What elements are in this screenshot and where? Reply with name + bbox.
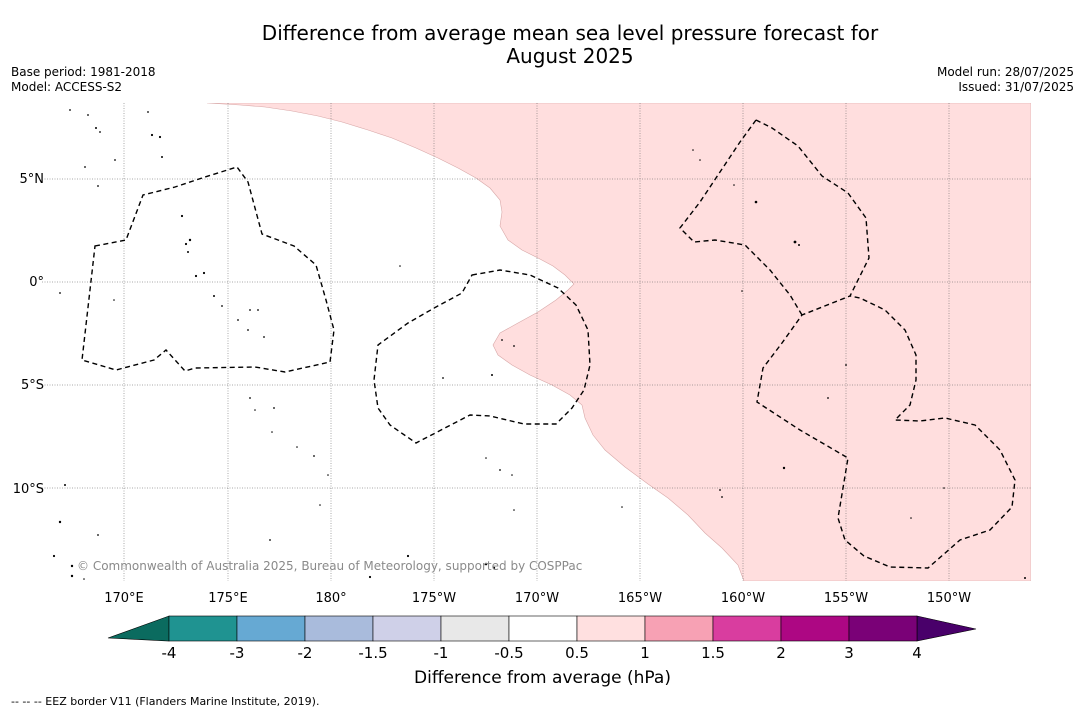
lon-label-150w: 150°W bbox=[927, 591, 971, 606]
lon-label-170e: 170°E bbox=[104, 591, 144, 606]
colorbar-segment bbox=[440, 615, 510, 642]
colorbar-tick-label: 3 bbox=[844, 644, 854, 662]
map-title: Difference from average mean sea level p… bbox=[0, 22, 1085, 68]
lon-label-180: 180° bbox=[315, 591, 346, 606]
lon-label-160w: 160°W bbox=[721, 591, 765, 606]
colorbar-segment bbox=[712, 615, 782, 642]
colorbar-segment bbox=[576, 615, 646, 642]
colorbar-under-extension bbox=[107, 615, 170, 642]
colorbar-segment bbox=[168, 615, 238, 642]
colorbar-tick-label: -1 bbox=[434, 644, 449, 662]
colorbar-tick-label: 1.5 bbox=[701, 644, 725, 662]
title-line-1: Difference from average mean sea level p… bbox=[261, 21, 879, 45]
title-line-2: August 2025 bbox=[506, 44, 634, 68]
map-canvas bbox=[42, 103, 1031, 581]
base-period: Base period: 1981-2018 bbox=[11, 65, 156, 79]
colorbar-ticks: -4 -3 -2 -1.5 -1 -0.5 0.5 1 1.5 2 3 4 bbox=[162, 644, 922, 662]
colorbar-tick-label: -0.5 bbox=[494, 644, 523, 662]
model-run: Model run: 28/07/2025 bbox=[936, 65, 1074, 79]
eez-central bbox=[373, 269, 591, 444]
colorbar-segments bbox=[168, 615, 918, 642]
colorbar-segment bbox=[236, 615, 306, 642]
lon-label-165w: 165°W bbox=[618, 591, 662, 606]
lon-label-155w: 155°W bbox=[824, 591, 868, 606]
eez-east-lower bbox=[679, 119, 803, 316]
meta-right: Model run: 28/07/2025 Issued: 31/07/2025 bbox=[937, 65, 1074, 95]
colorbar-segment bbox=[644, 615, 714, 642]
graticule bbox=[42, 103, 1031, 581]
eez-east-upper bbox=[755, 119, 1016, 569]
lon-label-170w: 170°W bbox=[515, 591, 559, 606]
islands bbox=[52, 109, 1026, 580]
colorbar-segment bbox=[372, 615, 442, 642]
colorbar-tick-label: 4 bbox=[912, 644, 922, 662]
copyright-notice: © Commonwealth of Australia 2025, Bureau… bbox=[77, 559, 583, 573]
colorbar-title: Difference from average (hPa) bbox=[414, 668, 671, 688]
eez-legend-note: -- -- -- EEZ border V11 (Flanders Marine… bbox=[11, 695, 320, 708]
lat-label-5s: 5°S bbox=[21, 378, 44, 393]
lat-label-0: 0° bbox=[29, 275, 44, 290]
colorbar-tick-label: 0.5 bbox=[565, 644, 589, 662]
colorbar-tick-label: 2 bbox=[776, 644, 786, 662]
colorbar: -4 -3 -2 -1.5 -1 -0.5 0.5 1 1.5 2 3 4 bbox=[107, 615, 977, 662]
issued-date: Issued: 31/07/2025 bbox=[958, 80, 1074, 94]
lon-label-175w: 175°W bbox=[412, 591, 456, 606]
colorbar-segment bbox=[508, 615, 578, 642]
colorbar-tick-label: -4 bbox=[162, 644, 177, 662]
lat-label-5n: 5°N bbox=[20, 172, 45, 187]
colorbar-tick-label: -3 bbox=[230, 644, 245, 662]
lat-label-10s: 10°S bbox=[13, 482, 44, 497]
colorbar-tick-label: 1 bbox=[640, 644, 650, 662]
model-name: Model: ACCESS-S2 bbox=[11, 80, 123, 94]
colorbar-segment bbox=[780, 615, 850, 642]
eez-west bbox=[81, 166, 335, 373]
lon-label-175e: 175°E bbox=[208, 591, 248, 606]
meta-left: Base period: 1981-2018 Model: ACCESS-S2 bbox=[11, 65, 156, 95]
colorbar-segment bbox=[848, 615, 918, 642]
anomaly-region-positive bbox=[206, 103, 1031, 581]
colorbar-segment bbox=[304, 615, 374, 642]
eez-borders bbox=[81, 119, 1016, 569]
colorbar-tick-label: -2 bbox=[298, 644, 313, 662]
colorbar-over-extension bbox=[916, 615, 977, 642]
colorbar-tick-label: -1.5 bbox=[358, 644, 387, 662]
